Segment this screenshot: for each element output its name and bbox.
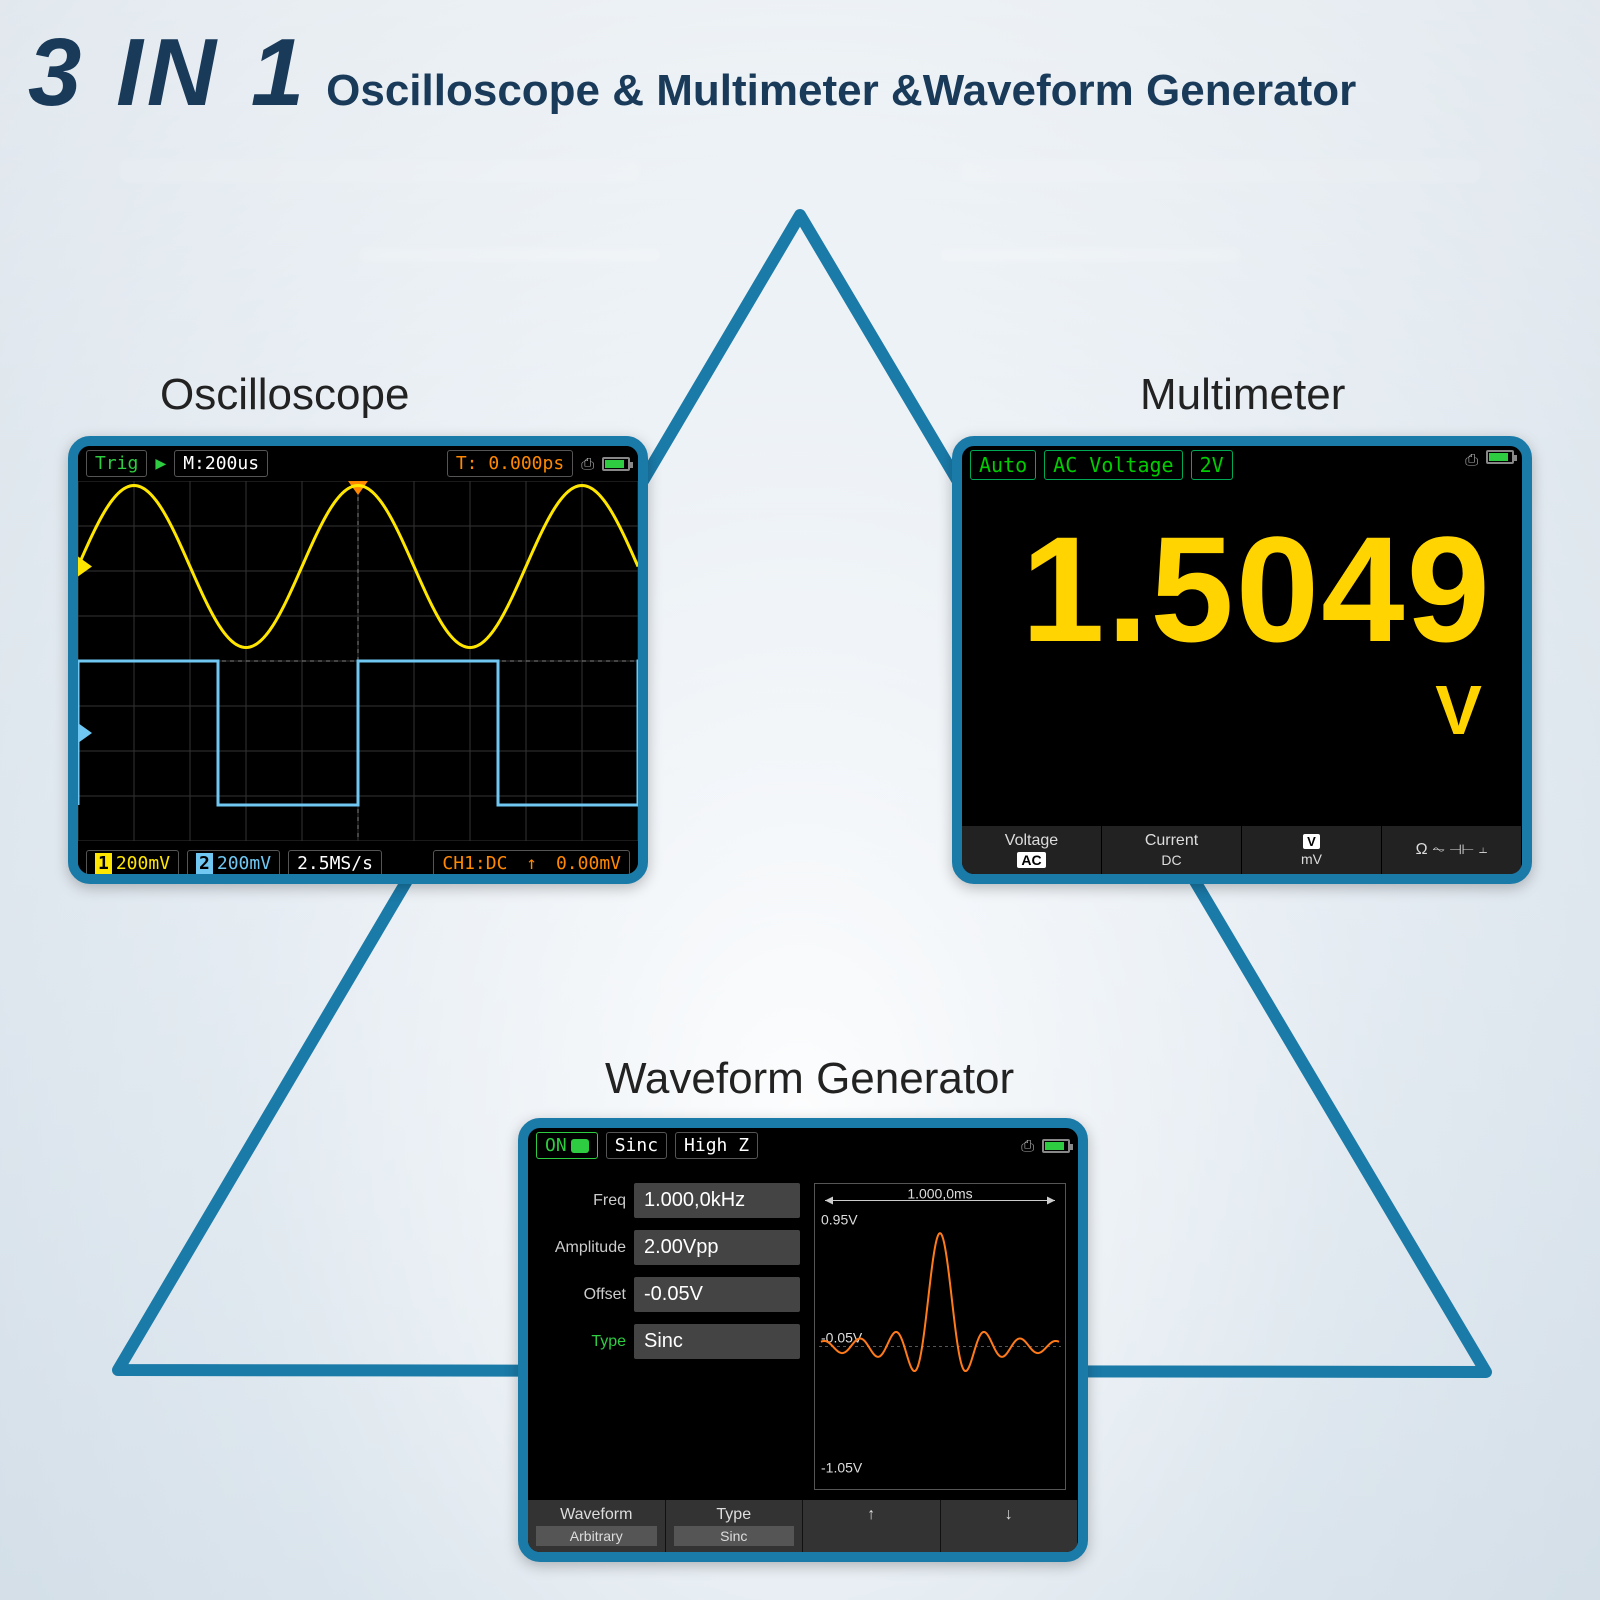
gen-field-value[interactable]: -0.05V [634,1277,800,1312]
gen-softkey[interactable]: ↑ [803,1500,941,1552]
ch1-scale: 1200mV [86,850,179,877]
generator-panel: ON Sinc High Z ⎙ Freq 1.000,0kHz Amplitude… [518,1118,1088,1562]
usb-icon: ⎙ [1021,1136,1034,1156]
scope-bottom-bar: 1200mV 2200mV 2.5MS/s CH1:DC ↑ 0.00mV [78,846,638,881]
ch-info: CH1:DC ↑ 0.00mV [433,850,630,877]
svg-text:0.95V: 0.95V [821,1212,858,1228]
label-multimeter: Multimeter [1140,370,1345,420]
mm-softkey[interactable]: Ω ⏦ ⊣⊢ ⫠ [1382,826,1522,874]
label-generator: Waveform Generator [605,1054,1014,1104]
timebase: M:200us [174,450,268,477]
battery-icon [602,457,630,471]
svg-text:-0.05V: -0.05V [821,1330,863,1346]
svg-text:1.000,0ms: 1.000,0ms [907,1186,972,1202]
play-icon: ▶ [155,453,166,474]
gen-field-label: Freq [540,1192,626,1210]
bg-decor [960,160,1480,182]
gen-field-value[interactable]: 1.000,0kHz [634,1183,800,1218]
mm-mode: Auto [970,450,1036,480]
mm-top-bar: Auto AC Voltage 2V ⎙ [962,446,1522,484]
trig-time: T: 0.000ps [447,450,573,477]
gen-softkeys: WaveformArbitraryTypeSinc↑↓ [528,1500,1078,1552]
oscilloscope-panel: Trig ▶ M:200us T: 0.000ps ⎙ 1200mV 2200m… [68,436,648,884]
sample-rate: 2.5MS/s [288,850,382,877]
gen-field-value[interactable]: 2.00Vpp [634,1230,800,1265]
gen-field-row: Amplitude 2.00Vpp [540,1230,800,1265]
battery-icon [1042,1139,1070,1153]
mm-function: AC Voltage [1044,450,1182,480]
gen-body: Freq 1.000,0kHz Amplitude 2.00Vpp Offset -0.0… [528,1163,1078,1502]
headline: 3 IN 1 Oscilloscope & Multimeter &Wavefo… [28,18,1356,128]
bg-decor [120,160,640,182]
gen-preview-plot: 1.000,0ms 0.95V -0.05V -1.05V [814,1183,1066,1490]
gen-field-label: Type [540,1333,626,1351]
gen-form: Freq 1.000,0kHz Amplitude 2.00Vpp Offset -0.0… [540,1183,800,1490]
ch2-scale: 2200mV [187,850,280,877]
gen-on: ON [536,1132,598,1159]
gen-field-value[interactable]: Sinc [634,1324,800,1359]
scope-top-bar: Trig ▶ M:200us T: 0.000ps ⎙ [78,446,638,481]
gen-top-bar: ON Sinc High Z ⎙ [528,1128,1078,1163]
gen-field-row: Type Sinc [540,1324,800,1359]
gen-softkey[interactable]: WaveformArbitrary [528,1500,666,1552]
gen-field-label: Amplitude [540,1239,626,1257]
usb-icon: ⎙ [581,454,594,474]
battery-icon [1486,450,1514,464]
gen-func: Sinc [606,1132,667,1159]
mm-softkey[interactable]: VoltageAC [962,826,1102,874]
scope-waveform-area [78,481,638,841]
bg-decor [360,248,660,262]
gen-field-label: Offset [540,1286,626,1304]
mm-softkey[interactable]: CurrentDC [1102,826,1242,874]
gen-softkey[interactable]: ↓ [941,1500,1079,1552]
gen-field-row: Offset -0.05V [540,1277,800,1312]
headline-big: 3 IN 1 [28,18,308,128]
mm-unit: V [962,670,1482,750]
mm-value: 1.5049 [1021,505,1492,673]
gen-softkey[interactable]: TypeSinc [666,1500,804,1552]
mm-readout: 1.5049 V [962,484,1522,760]
bg-decor [940,248,1240,262]
usb-icon: ⎙ [1465,450,1478,480]
mm-range: 2V [1191,450,1233,480]
gen-field-row: Freq 1.000,0kHz [540,1183,800,1218]
headline-sub: Oscilloscope & Multimeter &Waveform Gene… [326,66,1356,116]
trig-status: Trig [86,450,147,477]
gen-impedance: High Z [675,1132,758,1159]
mm-softkeys: VoltageACCurrentDCVmVΩ ⏦ ⊣⊢ ⫠ [962,826,1522,874]
multimeter-panel: Auto AC Voltage 2V ⎙ 1.5049 V VoltageACC… [952,436,1532,884]
label-oscilloscope: Oscilloscope [160,370,409,420]
svg-text:-1.05V: -1.05V [821,1460,863,1476]
mm-softkey[interactable]: VmV [1242,826,1382,874]
